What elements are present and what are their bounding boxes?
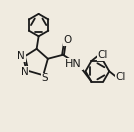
Text: S: S <box>41 73 48 83</box>
Text: O: O <box>63 35 72 45</box>
Text: HN: HN <box>65 59 82 69</box>
Text: N: N <box>21 67 28 77</box>
Text: Cl: Cl <box>97 50 108 60</box>
Text: N: N <box>17 51 25 61</box>
Text: Cl: Cl <box>115 72 126 82</box>
